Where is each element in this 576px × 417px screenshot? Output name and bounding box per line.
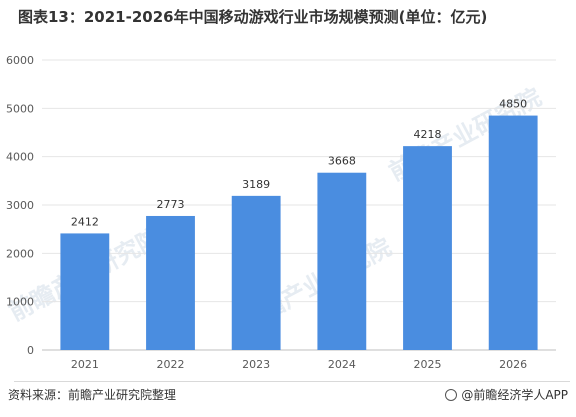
data-label: 2773 [157, 198, 185, 211]
bar [60, 233, 110, 350]
bar [146, 215, 195, 350]
x-tick-label: 2025 [414, 358, 442, 371]
y-tick-label: 1000 [6, 296, 34, 309]
bar [231, 195, 281, 350]
bar [317, 172, 367, 350]
data-label: 4850 [499, 98, 527, 111]
bar-chart: 0 1000 2000 3000 4000 5000 6000 2412 2021 2773 202… [6, 54, 556, 371]
brand-credit: @前瞻经济学人APP [445, 386, 568, 403]
data-label: 3189 [242, 178, 270, 191]
x-tick-label: 2026 [499, 358, 527, 371]
source-note: 资料来源：前瞻产业研究院整理 [8, 388, 177, 402]
data-label: 3668 [328, 155, 356, 168]
x-tick-label: 2022 [157, 358, 185, 371]
y-tick-label: 6000 [6, 54, 34, 67]
x-tick-label: 2023 [242, 358, 270, 371]
brand-label: @前瞻经济学人APP [461, 388, 568, 402]
bar [488, 115, 538, 350]
y-tick-label: 3000 [6, 199, 34, 212]
brand-logo-icon [445, 389, 458, 401]
data-label: 4218 [414, 128, 442, 141]
y-tick-label: 4000 [6, 151, 34, 164]
x-tick-label: 2021 [71, 358, 99, 371]
x-tick-label: 2024 [328, 358, 356, 371]
chart-title: 图表13：2021-2026年中国移动游戏行业市场规模预测(单位：亿元) [18, 8, 488, 26]
y-tick-label: 0 [27, 344, 34, 357]
chart-area: 0 1000 2000 3000 4000 5000 6000 2412 2021 2773 202… [0, 40, 576, 380]
data-label: 2412 [71, 215, 99, 228]
y-tick-label: 2000 [6, 247, 34, 260]
bar [403, 146, 452, 350]
footer-divider [14, 381, 570, 382]
y-tick-label: 5000 [6, 102, 34, 115]
